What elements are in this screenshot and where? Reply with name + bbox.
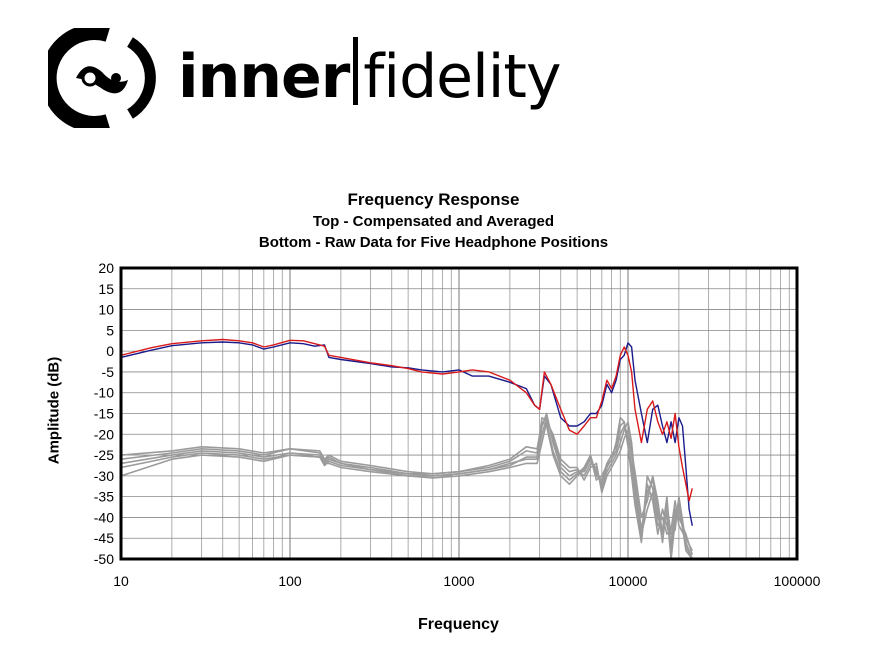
innerfidelity-logo: inner fidelity <box>40 24 561 132</box>
y-tick-label: 10 <box>98 302 114 318</box>
series-line-compensated-right <box>120 338 693 502</box>
y-axis-label: Amplitude (dB) <box>45 356 63 465</box>
x-tick-label: 1000 <box>443 573 474 589</box>
y-tick-label: -10 <box>94 385 114 401</box>
logo-text-inner: inner <box>178 42 350 112</box>
logo-divider <box>353 37 359 105</box>
y-tick-label: 5 <box>106 322 114 338</box>
y-tick-label: -50 <box>94 551 114 567</box>
series-line-raw-position-3 <box>120 416 694 560</box>
y-tick-labels: 20 15 10 5 0 -5 -10 -15 -20 -25 -30 -35 -40 -45 -50 <box>94 260 114 567</box>
y-tick-label: -35 <box>94 489 114 505</box>
series-line-raw-position-5 <box>120 420 694 560</box>
chart-subtitle-top: Top - Compensated and Averaged <box>312 213 555 230</box>
x-tick-label: 100000 <box>774 573 821 589</box>
series-line-compensated-left <box>120 341 693 526</box>
y-tick-label: 15 <box>98 281 114 297</box>
y-tick-label: -5 <box>102 364 115 380</box>
y-tick-label: -25 <box>94 447 114 463</box>
x-tick-label: 10 <box>113 573 129 589</box>
y-tick-label: -15 <box>94 406 114 422</box>
logo-text-fidelity: fidelity <box>363 42 561 112</box>
y-tick-label: -40 <box>94 509 114 525</box>
x-tick-label: 10000 <box>609 573 648 589</box>
x-axis-label: Frequency <box>418 616 499 633</box>
raw-series-group <box>120 412 694 560</box>
yin-yang-ear-icon <box>40 24 156 132</box>
chart-subtitle-bottom: Bottom - Raw Data for Five Headphone Pos… <box>258 234 609 251</box>
compensated-series-group <box>120 338 693 526</box>
x-tick-label: 100 <box>278 573 302 589</box>
x-tick-labels: 10 100 1000 10000 100000 <box>113 573 820 589</box>
series-line-raw-position-1 <box>120 412 693 560</box>
logo-wordmark: inner fidelity <box>178 34 561 120</box>
y-tick-label: -30 <box>94 468 114 484</box>
y-tick-label: -45 <box>94 530 114 546</box>
chart-title: Frequency Response <box>347 190 520 209</box>
y-tick-label: 0 <box>106 343 114 359</box>
series-line-raw-position-2 <box>120 416 694 556</box>
series-line-raw-position-4 <box>120 416 694 552</box>
y-tick-label: 20 <box>98 260 114 276</box>
plot-frame <box>119 266 799 561</box>
y-tick-label: -20 <box>94 426 114 442</box>
chart-grid <box>120 267 797 560</box>
